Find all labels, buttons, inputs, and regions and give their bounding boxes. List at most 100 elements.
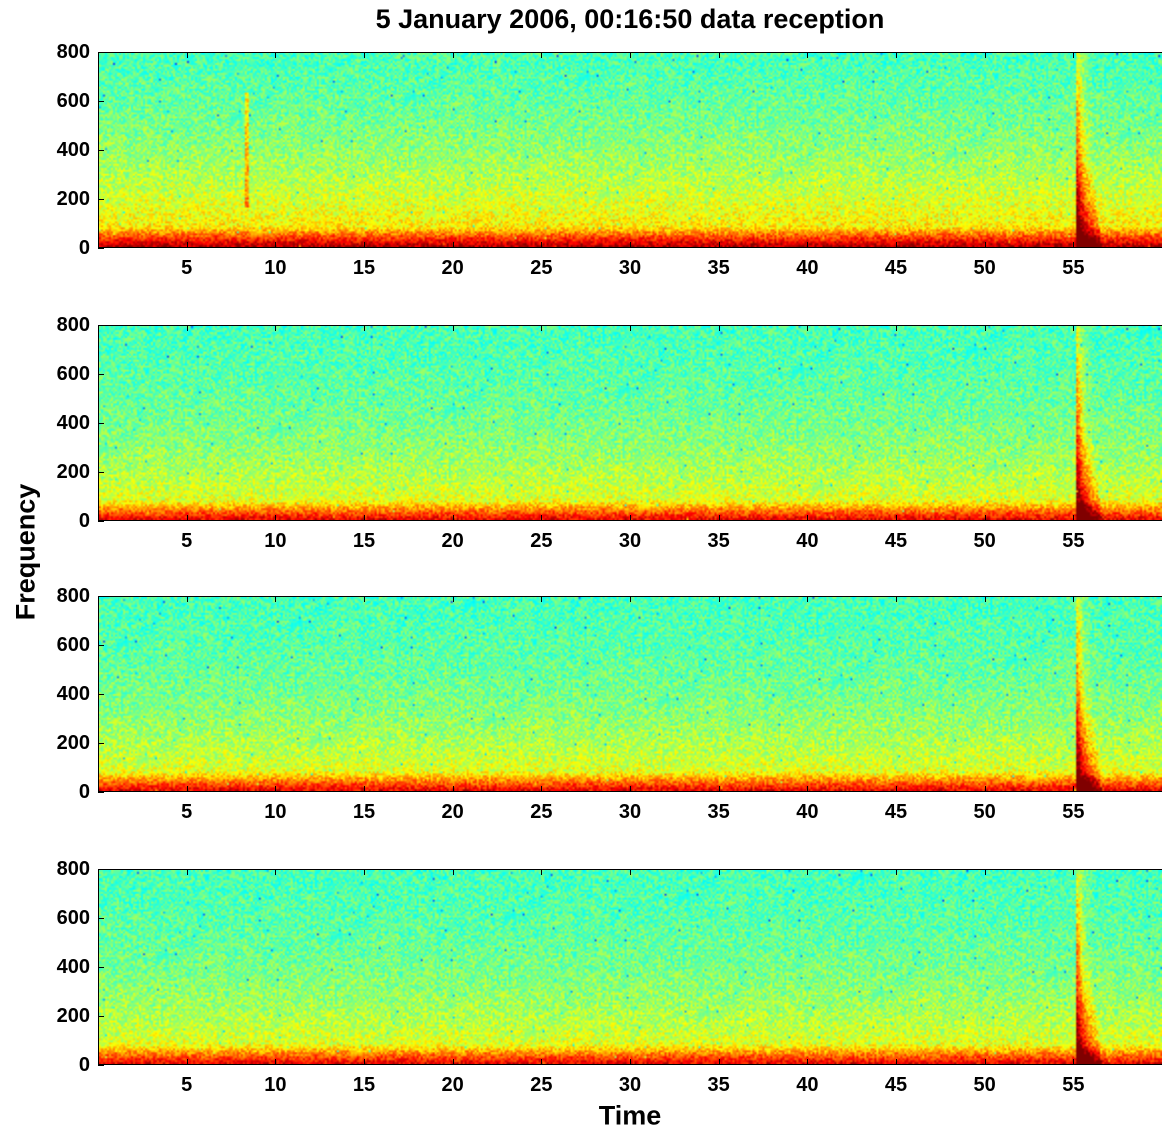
chart-title: 5 January 2006, 00:16:50 data reception: [375, 4, 885, 34]
y-tick-label: 0: [78, 781, 90, 803]
x-tick-mark: [630, 325, 631, 331]
x-tick-label: 15: [352, 257, 376, 279]
y-tick-label: 800: [56, 314, 90, 336]
y-tick-mark: [98, 101, 104, 102]
x-tick-label: 25: [530, 1074, 553, 1096]
y-tick-label: 600: [56, 907, 90, 929]
x-tick-mark: [896, 52, 897, 58]
y-tick-label: 0: [78, 1054, 90, 1076]
x-tick-label: 55: [1062, 1074, 1085, 1096]
x-tick-label: 35: [707, 1074, 730, 1096]
x-tick-mark: [630, 786, 631, 792]
x-tick-mark: [1073, 1059, 1074, 1065]
spectrogram-image: [99, 597, 1162, 791]
x-tick-mark: [896, 325, 897, 331]
x-tick-mark: [807, 515, 808, 521]
x-tick-label: 45: [884, 257, 908, 279]
x-tick-mark: [541, 869, 542, 875]
x-tick-mark: [1073, 325, 1074, 331]
x-tick-mark: [719, 786, 720, 792]
x-tick-mark: [985, 242, 986, 248]
x-tick-label: 35: [707, 801, 730, 823]
x-tick-label: 5: [181, 801, 193, 823]
x-tick-mark: [807, 596, 808, 602]
spectrogram-plot: [98, 596, 1162, 792]
x-tick-label: 45: [884, 1074, 908, 1096]
spectrogram-plot: [98, 52, 1162, 248]
y-tick-mark: [98, 521, 104, 522]
x-tick-mark: [453, 1059, 454, 1065]
x-tick-mark: [187, 515, 188, 521]
x-tick-label: 35: [707, 257, 730, 279]
x-tick-mark: [1073, 786, 1074, 792]
spectrogram-plot: [98, 325, 1162, 521]
x-tick-mark: [896, 515, 897, 521]
x-tick-mark: [896, 242, 897, 248]
spectrogram-image: [99, 326, 1162, 520]
y-tick-label: 200: [56, 461, 90, 483]
y-tick-label: 800: [56, 858, 90, 880]
y-tick-mark: [98, 52, 104, 53]
spectrogram-plot: [98, 869, 1162, 1065]
x-tick-mark: [187, 596, 188, 602]
x-tick-label: 15: [352, 530, 376, 552]
y-tick-mark: [98, 248, 104, 249]
y-tick-mark: [98, 694, 104, 695]
x-tick-mark: [630, 1059, 631, 1065]
y-tick-mark: [98, 423, 104, 424]
x-tick-mark: [364, 596, 365, 602]
y-tick-label: 200: [56, 732, 90, 754]
x-tick-mark: [985, 786, 986, 792]
x-tick-label: 5: [181, 257, 193, 279]
x-tick-mark: [541, 325, 542, 331]
x-tick-mark: [541, 1059, 542, 1065]
x-tick-mark: [364, 325, 365, 331]
x-tick-mark: [719, 869, 720, 875]
y-tick-label: 400: [56, 683, 90, 705]
x-tick-label: 50: [973, 801, 996, 823]
x-tick-mark: [453, 786, 454, 792]
x-tick-mark: [187, 786, 188, 792]
x-tick-label: 30: [618, 257, 642, 279]
y-tick-mark: [98, 743, 104, 744]
x-tick-mark: [719, 515, 720, 521]
x-tick-mark: [453, 52, 454, 58]
x-tick-mark: [453, 242, 454, 248]
x-tick-mark: [453, 596, 454, 602]
y-tick-label: 200: [56, 1005, 90, 1027]
y-tick-label: 800: [56, 41, 90, 63]
x-tick-mark: [1073, 242, 1074, 248]
x-tick-mark: [896, 786, 897, 792]
x-tick-label: 20: [441, 257, 464, 279]
x-tick-mark: [630, 515, 631, 521]
x-tick-mark: [541, 596, 542, 602]
x-tick-mark: [719, 242, 720, 248]
x-tick-mark: [364, 1059, 365, 1065]
y-tick-label: 200: [56, 188, 90, 210]
x-tick-label: 20: [441, 801, 464, 823]
x-tick-mark: [719, 1059, 720, 1065]
x-tick-mark: [453, 325, 454, 331]
x-tick-mark: [807, 869, 808, 875]
y-tick-label: 400: [56, 412, 90, 434]
x-tick-label: 30: [618, 1074, 642, 1096]
spectrogram-image: [99, 870, 1162, 1064]
x-tick-mark: [1073, 869, 1074, 875]
x-tick-label: 20: [441, 1074, 464, 1096]
y-tick-label: 600: [56, 634, 90, 656]
x-tick-mark: [807, 242, 808, 248]
x-tick-label: 10: [264, 1074, 287, 1096]
x-tick-label: 25: [530, 801, 553, 823]
x-tick-label: 35: [707, 530, 730, 552]
x-tick-mark: [630, 596, 631, 602]
x-axis-label: Time: [598, 1100, 662, 1131]
x-tick-label: 50: [973, 530, 996, 552]
x-tick-label: 55: [1062, 801, 1085, 823]
x-tick-mark: [275, 52, 276, 58]
x-tick-label: 40: [796, 1074, 819, 1096]
x-tick-mark: [364, 242, 365, 248]
x-tick-mark: [187, 52, 188, 58]
x-tick-mark: [985, 325, 986, 331]
x-tick-label: 15: [352, 801, 376, 823]
